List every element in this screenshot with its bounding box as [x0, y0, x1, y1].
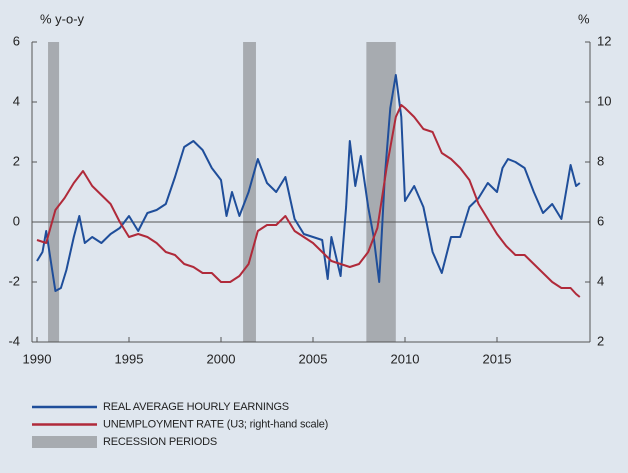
y-tick-label: 2 — [13, 153, 20, 168]
legend-swatch — [32, 436, 97, 448]
y-tick-label: 4 — [13, 93, 20, 108]
x-tick-label: 2005 — [299, 351, 328, 366]
y-tick-label: -4 — [8, 333, 20, 348]
y2-tick-label: 12 — [597, 33, 611, 48]
x-tick-label: 2015 — [483, 351, 512, 366]
y2-tick-label: 4 — [597, 273, 604, 288]
legend-label: UNEMPLOYMENT RATE (U3; right-hand scale) — [103, 418, 328, 430]
recession-band — [48, 42, 60, 342]
x-tick-label: 1995 — [115, 351, 144, 366]
series-line — [36, 74, 581, 292]
x-tick-label: 1990 — [23, 351, 52, 366]
y2-tick-label: 10 — [597, 93, 611, 108]
y2-tick-label: 8 — [597, 153, 604, 168]
y2-tick-label: 2 — [597, 333, 604, 348]
y2-axis-label: % — [578, 11, 590, 26]
y2-tick-label: 6 — [597, 213, 604, 228]
series-line — [36, 104, 581, 298]
y-tick-label: 6 — [13, 33, 20, 48]
y-tick-label: 0 — [13, 213, 20, 228]
legend-label: REAL AVERAGE HOURLY EARNINGS — [103, 401, 289, 413]
y-axis-label: % y-o-y — [40, 11, 85, 26]
x-tick-label: 2010 — [391, 351, 420, 366]
y-tick-label: -2 — [8, 273, 20, 288]
x-tick-label: 2000 — [207, 351, 236, 366]
legend-label: RECESSION PERIODS — [103, 436, 217, 448]
recession-band — [366, 42, 396, 342]
